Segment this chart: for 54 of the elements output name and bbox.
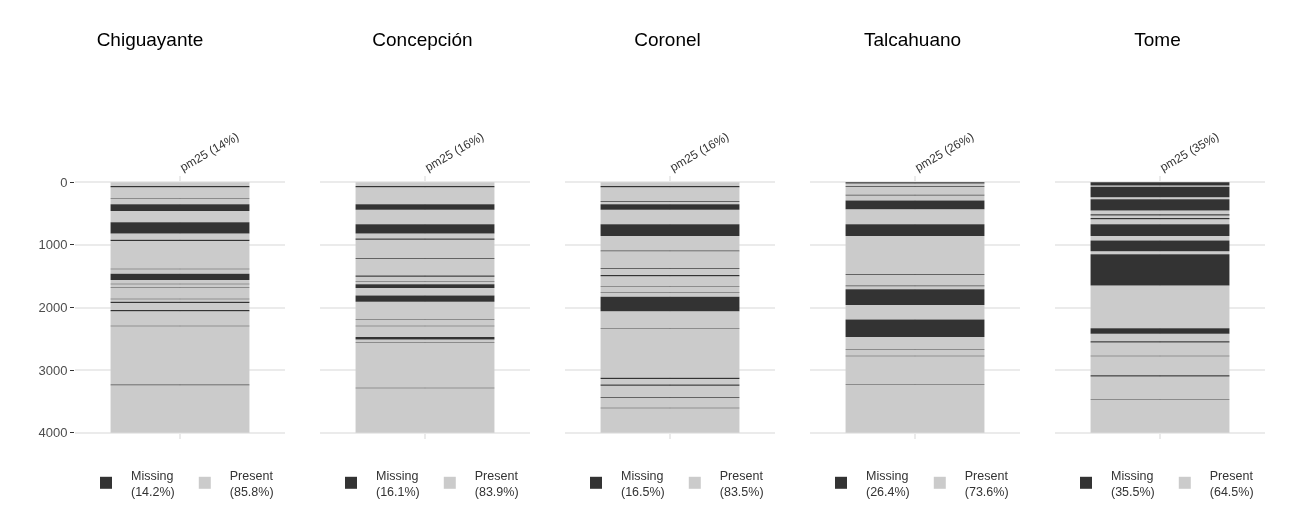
bar	[600, 296, 740, 312]
bar	[355, 224, 495, 234]
legend-label: Present (83.9%)	[474, 468, 519, 499]
chart-title: Concepción	[372, 29, 473, 51]
bar	[1090, 333, 1230, 342]
bar	[1090, 224, 1230, 237]
bar	[845, 319, 985, 337]
bar	[845, 200, 985, 210]
legend-label: Present (64.5%)	[1209, 468, 1254, 499]
bar	[110, 279, 250, 284]
y-tick-label: 2000	[38, 300, 68, 316]
bar	[1090, 219, 1230, 225]
bar	[1090, 328, 1230, 334]
chart-title: Talcahuano	[863, 29, 962, 51]
legend-label: Missing (35.5%)	[1111, 468, 1155, 499]
bar	[845, 209, 985, 225]
bar	[355, 209, 495, 225]
bar	[1090, 199, 1230, 211]
bar	[355, 288, 495, 296]
y-tick-label: 3000	[38, 362, 68, 378]
bar	[110, 211, 250, 223]
bar	[355, 204, 495, 210]
bar	[845, 289, 985, 305]
chart-title: Tome	[1134, 29, 1181, 51]
bar	[355, 295, 495, 302]
bar	[1090, 254, 1230, 286]
bar	[845, 305, 985, 320]
bar	[1090, 285, 1230, 329]
legend-label: Present (73.6%)	[964, 468, 1009, 499]
bar	[1090, 210, 1230, 215]
bar	[1090, 236, 1230, 241]
bar	[600, 204, 740, 210]
chart-title: Chiguayante	[96, 29, 204, 51]
bar	[1090, 251, 1230, 255]
bar	[110, 204, 250, 212]
bar	[355, 284, 495, 289]
bar	[1090, 186, 1230, 198]
legend-label: Missing (14.2%)	[131, 468, 175, 499]
bar	[1090, 240, 1230, 252]
legend-label: Missing (16.1%)	[376, 468, 420, 499]
legend-label: Missing (16.5%)	[621, 468, 665, 499]
bar	[110, 273, 250, 280]
legend-label: Missing (26.4%)	[866, 468, 910, 499]
bar	[600, 209, 740, 225]
bar	[110, 222, 250, 234]
bar	[600, 224, 740, 237]
y-tick-label: 4000	[38, 425, 68, 441]
legend-label: Present (83.5%)	[719, 468, 764, 499]
chart-title: Coronel	[634, 29, 701, 51]
y-tick-label: 1000	[38, 237, 68, 253]
legend-label: Present (85.8%)	[229, 468, 274, 499]
y-tick-label: 0	[60, 174, 68, 190]
bar	[845, 224, 985, 237]
bar	[110, 288, 250, 299]
